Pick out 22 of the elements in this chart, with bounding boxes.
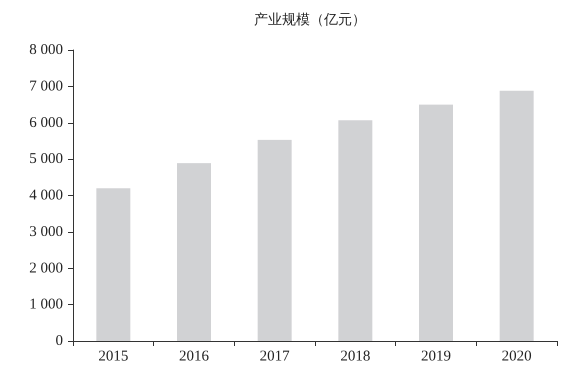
y-tick-label: 3 000	[29, 224, 63, 240]
y-tick-label: 2 000	[29, 260, 63, 276]
bar	[177, 163, 211, 341]
y-tick-label: 4 000	[29, 188, 63, 204]
x-tick-label: 2020	[502, 348, 532, 364]
x-tick-label: 2015	[98, 348, 128, 364]
y-tick-label: 1 000	[29, 296, 63, 313]
chart-title: 产业规模（亿元）	[254, 12, 366, 28]
x-tick-label: 2018	[340, 348, 370, 364]
bar	[419, 104, 453, 341]
x-tick-label: 2016	[179, 348, 210, 364]
bar	[500, 90, 534, 341]
x-tick-label: 2017	[260, 348, 290, 364]
bar	[258, 140, 292, 341]
y-tick-label: 5 000	[29, 151, 63, 168]
y-tick-label: 6 000	[29, 114, 63, 131]
y-tick-label: 0	[56, 333, 63, 349]
bar	[338, 120, 372, 341]
y-tick-label: 7 000	[29, 78, 63, 94]
bar	[96, 188, 130, 341]
y-tick-label: 8 000	[29, 42, 63, 58]
x-tick-label: 2019	[421, 348, 451, 364]
